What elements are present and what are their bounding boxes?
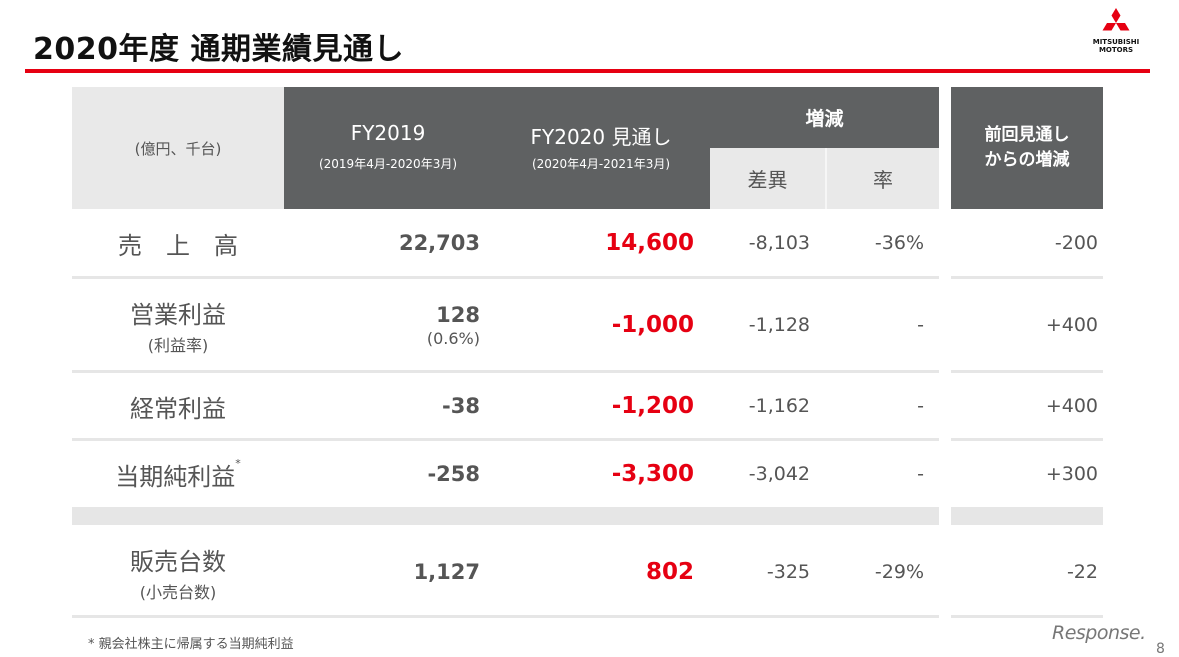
fy2020-value: -3,300 [611,461,694,487]
page-number: 8 [1156,641,1165,657]
rate-value: - [917,395,924,417]
row-label: 売 上 高 [72,209,284,277]
fy2020-header-title: FY2020 見通し [530,125,672,149]
fy2019-value-text: 128 [436,302,480,327]
unit-header: (億円、千台) [72,87,284,209]
row-divider [951,276,1103,279]
fy2019-value-text: 22,703 [398,231,480,255]
row-label: 販売台数 (小売台数) [72,528,284,616]
row-label-subtext: (利益率) [147,335,209,355]
prev-forecast-header-line2: からの増減 [984,150,1070,170]
fy2019-value-text: -38 [442,394,480,418]
rate-value: -36% [874,232,924,254]
fy2019-value: 1,127 [284,528,480,616]
row-label-text: 営業利益 [130,300,226,329]
fy2019-value: 22,703 [284,209,480,277]
row-label-text: 経常利益 [130,394,226,423]
rate-value: -29% [874,561,924,583]
fy2019-header-title: FY2019 [350,121,426,145]
title-underline [25,69,1150,73]
diff-header: 差異 [710,148,825,209]
page-title: 2020年度 通期業績見通し [33,32,404,67]
footnote-marker: * [235,456,241,470]
diff-value: -1,128 [748,314,810,336]
rate-header: 率 [825,148,939,209]
row-divider [72,615,939,618]
prev-change-value: -200 [1054,232,1098,254]
row-label: 営業利益 (利益率) [72,279,284,371]
logo-text-line2: MOTORS [1098,46,1134,54]
table-row: 売 上 高 22,703 14,600 -8,103 -36% -200 [0,209,1179,277]
row-label: 経常利益 [72,373,284,439]
row-label: 当期純利益* [72,441,284,507]
prev-forecast-header: 前回見通し からの増減 [951,87,1103,209]
fy2020-value: -1,000 [611,312,694,338]
fy2019-value: -258 [284,441,480,507]
three-diamonds-icon [1102,8,1130,31]
response-watermark: Response. [1052,622,1146,644]
fy2020-header-period: (2020年4月-2021年3月) [531,157,671,171]
row-divider [951,615,1103,618]
row-label-text: 販売台数 [130,547,226,576]
change-header: 増減 [710,87,939,148]
logo-text-line1: MITSUBISHI [1092,38,1140,46]
mitsubishi-motors-logo: MITSUBISHI MOTORS [1091,8,1141,66]
fy2019-value: 128 (0.6%) [284,279,480,371]
table-row: 営業利益 (利益率) 128 (0.6%) -1,000 -1,128 - +4… [0,279,1179,371]
footnote: * 親会社株主に帰属する当期純利益 [88,637,294,652]
fy2020-header: FY2020 見通し (2020年4月-2021年3月) [492,87,710,209]
fy2019-value-text: -258 [427,462,480,486]
table-row: 販売台数 (小売台数) 1,127 802 -325 -29% -22 [0,528,1179,616]
prev-change-value: +400 [1045,395,1098,417]
fy2019-header-period: (2019年4月-2020年3月) [318,157,458,171]
prev-forecast-header-line1: 前回見通し [984,125,1070,145]
row-divider [72,438,939,441]
fy2019-value-subtext: (0.6%) [426,328,480,348]
diff-value: -3,042 [748,463,810,485]
rate-value: - [917,314,924,336]
section-divider [951,507,1103,525]
diff-value: -325 [766,561,810,583]
section-divider [72,507,939,525]
prev-change-value: +400 [1045,314,1098,336]
fy2019-value-text: 1,127 [413,560,480,584]
table-row: 当期純利益* -258 -3,300 -3,042 - +300 [0,441,1179,507]
rate-value: - [917,463,924,485]
fy2019-value: -38 [284,373,480,439]
row-label-subtext: (小売台数) [139,582,217,602]
fy2019-header: FY2019 (2019年4月-2020年3月) [284,87,492,209]
diff-value: -8,103 [748,232,810,254]
fy2020-value: 14,600 [605,230,694,256]
fy2020-value: -1,200 [611,393,694,419]
row-divider [951,370,1103,373]
row-label-text: 当期純利益* [115,457,241,492]
row-label-text: 売 上 高 [118,231,238,260]
row-divider [951,438,1103,441]
prev-change-value: -22 [1066,561,1098,583]
prev-change-value: +300 [1045,463,1098,485]
row-divider [72,276,939,279]
table-row: 経常利益 -38 -1,200 -1,162 - +400 [0,373,1179,439]
fy2020-value: 802 [645,559,694,585]
diff-value: -1,162 [748,395,810,417]
row-divider [72,370,939,373]
row-label-main: 当期純利益 [115,462,236,491]
